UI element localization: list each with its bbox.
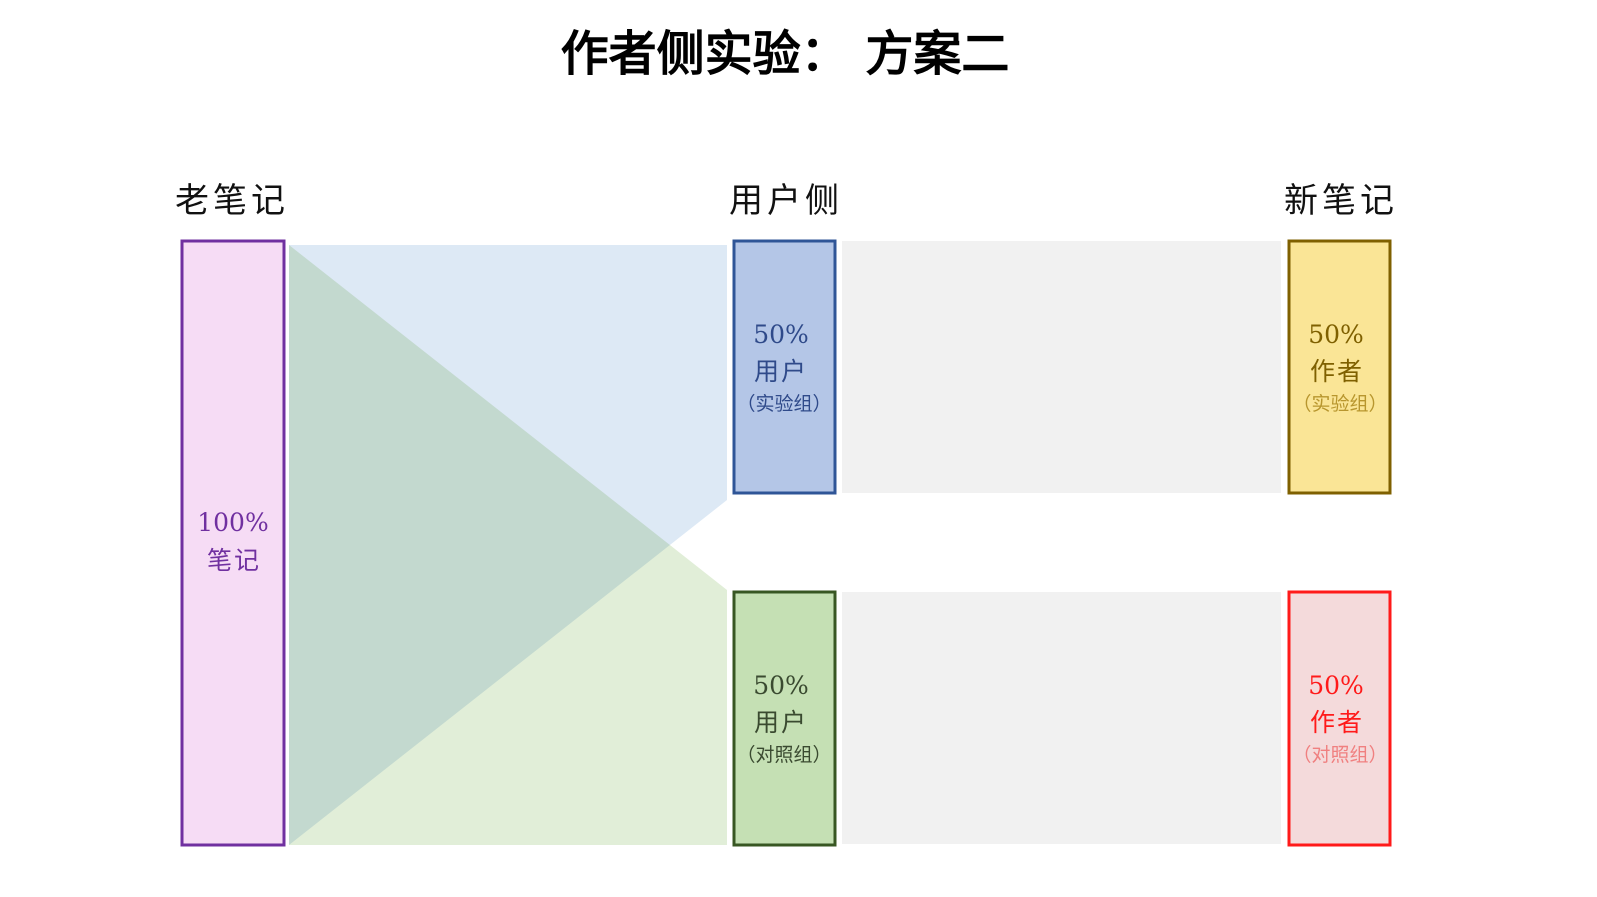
node-pct: 50% — [1308, 671, 1364, 700]
flow-old-to-user-control — [289, 245, 727, 845]
node-author-experiment: 50% 作者 （实验组） — [1287, 239, 1392, 495]
band-control — [842, 592, 1281, 844]
node-label: 用户 — [754, 357, 808, 386]
node-pct: 100% — [197, 508, 268, 537]
diagram-title: 作者侧实验： 方案二 — [561, 26, 1010, 82]
node-label: 作者 — [1310, 708, 1364, 737]
node-old-notes: 100% 笔记 — [180, 239, 286, 847]
node-pct: 50% — [753, 671, 809, 700]
node-user-control: 50% 用户 （对照组） — [732, 590, 837, 847]
node-pct: 50% — [1308, 320, 1364, 349]
band-experiment — [842, 241, 1281, 493]
node-pct: 50% — [753, 320, 809, 349]
node-sublabel: （对照组） — [736, 744, 831, 766]
node-sublabel: （实验组） — [736, 393, 831, 415]
node-author-control: 50% 作者 （对照组） — [1287, 590, 1392, 847]
node-label: 用户 — [754, 708, 808, 737]
node-label: 笔记 — [207, 546, 261, 575]
column-header-old: 老笔记 — [175, 181, 289, 221]
node-user-experiment: 50% 用户 （实验组） — [732, 239, 837, 495]
node-sublabel: （实验组） — [1292, 393, 1387, 415]
column-header-new: 新笔记 — [1284, 181, 1398, 221]
node-label: 作者 — [1310, 357, 1364, 386]
node-sublabel: （对照组） — [1292, 744, 1387, 766]
column-header-user: 用户侧 — [729, 181, 843, 221]
